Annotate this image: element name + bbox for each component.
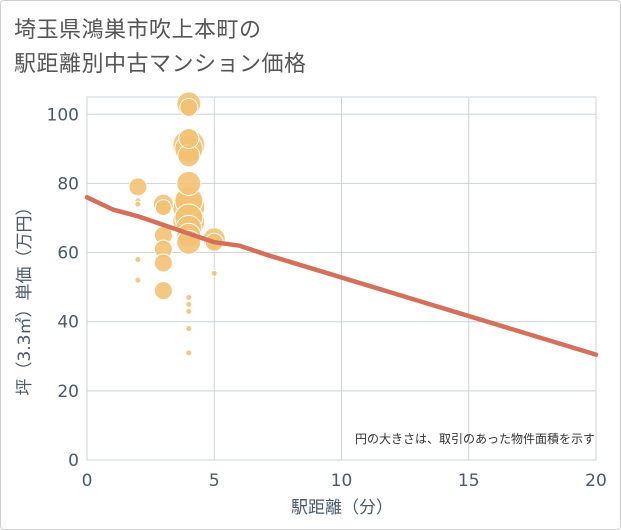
chart-title: 埼玉県鴻巣市吹上本町の 駅距離別中古マンション価格 xyxy=(14,14,307,82)
y-tick-label: 100 xyxy=(47,105,79,125)
scatter-point xyxy=(210,269,218,277)
scatter-point xyxy=(185,349,193,357)
scatter-point xyxy=(134,200,142,208)
scatter-point xyxy=(185,307,193,315)
x-tick-label: 20 xyxy=(585,471,607,491)
y-tick-label: 0 xyxy=(68,451,79,471)
scatter-point xyxy=(153,281,173,301)
x-tick-label: 5 xyxy=(209,471,220,491)
scatter-point xyxy=(185,325,193,333)
y-axis-label: 坪（3.3㎡）単価（万円） xyxy=(15,198,35,395)
chart-title-line1: 埼玉県鴻巣市吹上本町の xyxy=(14,18,262,43)
scatter-point xyxy=(153,253,173,273)
scatter-point xyxy=(134,276,142,284)
scatter-point xyxy=(128,177,148,197)
scatter-point xyxy=(179,97,199,117)
scatter-point xyxy=(178,127,200,149)
y-tick-label: 40 xyxy=(57,313,79,333)
x-tick-label: 15 xyxy=(458,471,480,491)
size-note: 円の大きさは、取引のあった物件面積を示す xyxy=(355,431,595,446)
scatter-point xyxy=(134,255,142,263)
x-axis-label: 駅距離（分） xyxy=(291,498,393,518)
chart-title-line2: 駅距離別中古マンション価格 xyxy=(14,52,307,77)
scatter-point xyxy=(154,199,172,217)
tick-labels: 0 5 10 15 20 0 20 40 60 80 100 xyxy=(47,105,607,491)
y-tick-label: 20 xyxy=(57,382,79,402)
x-tick-label: 0 xyxy=(82,471,93,491)
trend-line xyxy=(84,195,599,357)
y-tick-label: 80 xyxy=(57,174,79,194)
scatter-point xyxy=(176,170,202,196)
scatter-point xyxy=(185,294,193,302)
x-tick-label: 10 xyxy=(331,471,353,491)
trend-series xyxy=(84,195,599,357)
scatter-point xyxy=(185,300,193,308)
y-tick-label: 60 xyxy=(57,244,79,264)
